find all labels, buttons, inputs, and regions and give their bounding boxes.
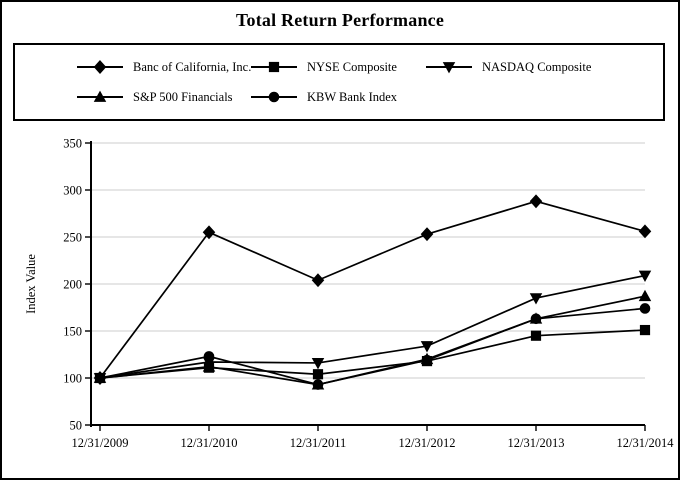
data-point-triangle-down (638, 270, 652, 282)
data-point-diamond (311, 273, 325, 288)
legend-item-s-p-500-financials: S&P 500 Financials (77, 89, 233, 105)
data-point-triangle-down (529, 293, 543, 305)
data-point-triangle-up (202, 360, 216, 372)
triangle-down-legend-icon (426, 62, 472, 74)
data-point-square (530, 330, 542, 341)
data-point-square (639, 324, 651, 336)
square-marker-icon (268, 61, 280, 73)
data-point-circle (530, 313, 542, 325)
triangle-down-marker-icon (442, 62, 456, 74)
x-tick-label: 12/31/2013 (508, 436, 565, 450)
series-kbw-bank-index (94, 303, 651, 390)
y-tick-label: 350 (63, 136, 82, 150)
diamond-legend-icon (77, 60, 123, 74)
diamond-marker-icon (93, 60, 107, 74)
data-point-circle (639, 303, 651, 314)
series-banc-of-california-inc (93, 194, 652, 385)
circle-marker-icon (268, 91, 280, 103)
data-point-circle (203, 351, 215, 362)
series-s-p-500-financials (93, 289, 652, 390)
y-tick-label: 200 (63, 277, 82, 291)
x-tick-label: 12/31/2012 (399, 436, 456, 450)
series-line-nasdaq-composite (99, 274, 646, 379)
x-tick-label: 12/31/2009 (72, 436, 129, 450)
y-tick-label: 50 (70, 418, 83, 432)
circle-legend-icon (251, 91, 297, 103)
data-point-circle (421, 354, 433, 366)
triangle-up-marker-icon (93, 90, 107, 102)
x-tick-label: 12/31/2010 (181, 436, 238, 450)
series-line-banc-of-california-inc (99, 200, 646, 379)
legend-item-nyse-composite: NYSE Composite (251, 59, 397, 75)
triangle-up-legend-icon (77, 90, 123, 102)
data-point-diamond (202, 225, 216, 240)
legend-item-label: Banc of California, Inc. (133, 59, 252, 74)
y-axis-label: Index Value (24, 254, 38, 314)
data-point-diamond (420, 227, 434, 242)
data-point-circle (94, 372, 106, 384)
legend-item-label: S&P 500 Financials (133, 89, 233, 104)
series-line-kbw-bank-index (99, 307, 646, 386)
legend-item-label: NYSE Composite (307, 59, 397, 74)
data-point-triangle-down (311, 358, 325, 370)
legend: Banc of California, Inc. NYSE Composite NA… (13, 43, 665, 121)
x-tick-label: 12/31/2011 (290, 436, 346, 450)
line-chart: 50 100 150 200 250 300 350 12/31/2009 12/31/2010… (24, 136, 675, 450)
legend-item-nasdaq-composite: NASDAQ Composite (426, 59, 591, 75)
y-tick-label: 250 (63, 230, 82, 244)
legend-item-banc-of-california-inc: Banc of California, Inc. (77, 59, 251, 75)
square-legend-icon (251, 61, 297, 73)
legend-item-label: KBW Bank Index (307, 89, 398, 104)
chart-title: Total Return Performance (235, 10, 445, 30)
y-tick-label: 300 (63, 183, 82, 197)
data-point-diamond (638, 224, 652, 239)
data-point-triangle-up (638, 289, 652, 302)
data-point-diamond (529, 194, 543, 209)
x-tick-label: 12/31/2014 (617, 436, 675, 450)
y-tick-label: 150 (63, 324, 82, 338)
data-point-triangle-down (420, 341, 434, 353)
legend-item-label: NASDAQ Composite (482, 59, 592, 74)
data-point-square (312, 369, 324, 380)
series-line-s-p-500-financials (99, 295, 646, 386)
data-point-circle (312, 379, 324, 390)
series-nasdaq-composite (93, 270, 652, 385)
y-tick-label: 100 (63, 371, 82, 385)
legend-item-kbw-bank-index: KBW Bank Index (251, 89, 397, 105)
